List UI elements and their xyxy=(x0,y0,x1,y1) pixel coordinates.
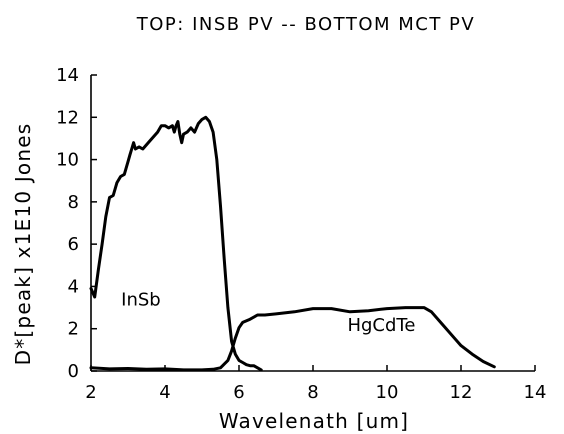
x-tick-label: 8 xyxy=(307,382,318,403)
y-axis-label: D*[peak] x1E10 Jones xyxy=(11,123,35,366)
x-tick-label: 2 xyxy=(85,382,96,403)
series-line-insb xyxy=(89,115,263,372)
y-tick-label: 4 xyxy=(68,276,79,297)
x-tick-label: 4 xyxy=(159,382,170,403)
series-line-hgcdte xyxy=(89,306,496,372)
y-ticks: 0 2 4 6 8 10 12 14 xyxy=(56,65,97,382)
y-tick-label: 2 xyxy=(68,319,79,340)
x-tick-label: 12 xyxy=(450,382,473,403)
chart-title: TOP: INSB PV -- BOTTOM MCT PV xyxy=(136,14,475,35)
y-tick-label: 6 xyxy=(68,234,79,255)
series-labels: InSb HgCdTe xyxy=(121,289,415,335)
x-tick-label: 14 xyxy=(524,382,547,403)
x-tick-label: 6 xyxy=(233,382,244,403)
series-label-insb: InSb xyxy=(121,289,161,310)
y-tick-label: 12 xyxy=(56,107,79,128)
y-tick-label: 14 xyxy=(56,65,79,86)
y-tick-label: 8 xyxy=(68,192,79,213)
y-tick-label: 10 xyxy=(56,150,79,171)
x-axis-label: Wavelenath [um] xyxy=(219,409,409,433)
x-tick-label: 10 xyxy=(376,382,399,403)
x-ticks: 2 4 6 8 10 12 14 xyxy=(85,365,546,403)
y-tick-label: 0 xyxy=(68,361,79,382)
series-label-hgcdte: HgCdTe xyxy=(347,315,415,336)
series-lines xyxy=(89,115,496,372)
